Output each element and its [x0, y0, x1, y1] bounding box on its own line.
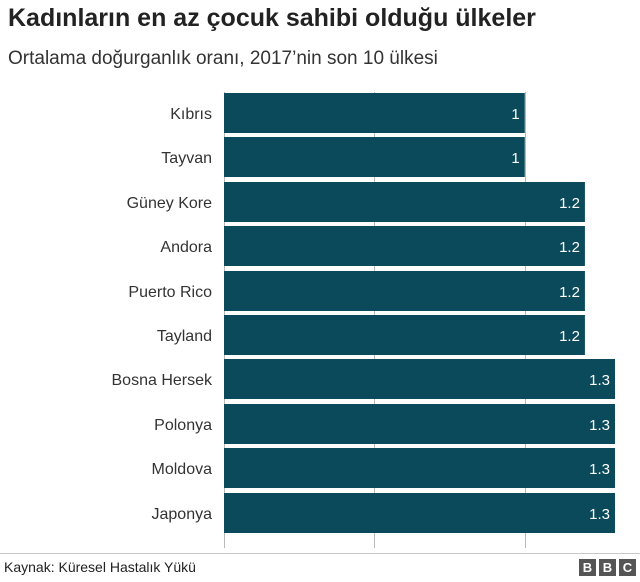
bar-chart: Kıbrıs 1 Tayvan 1 Güney Kore 1.2 Andora 1.2 Puer…	[112, 92, 615, 548]
data-label: 1	[511, 150, 519, 167]
footer-divider	[0, 553, 640, 554]
bbc-logo-letter: B	[579, 559, 596, 576]
category-label: Güney Kore	[127, 195, 212, 212]
category-label: Japonya	[152, 506, 213, 523]
bbc-logo-letter: B	[599, 559, 616, 576]
category-label: Polonya	[154, 417, 212, 434]
category-label: Kıbrıs	[170, 106, 212, 123]
bbc-logo-letter: C	[619, 559, 636, 576]
bbc-logo: B B C	[579, 559, 636, 576]
category-label: Puerto Rico	[128, 284, 212, 301]
bar	[224, 493, 615, 533]
chart-title: Kadınların en az çocuk sahibi olduğu ülk…	[8, 4, 536, 32]
data-label: 1	[511, 106, 519, 123]
data-label: 1.2	[559, 239, 580, 256]
data-label: 1.3	[589, 506, 610, 523]
category-label: Andora	[160, 239, 212, 256]
bar	[224, 448, 615, 488]
chart-subtitle: Ortalama doğurganlık oranı, 2017’nin son…	[8, 48, 438, 69]
data-label: 1.3	[589, 417, 610, 434]
data-label: 1.2	[559, 195, 580, 212]
bar	[224, 359, 615, 399]
bar	[224, 404, 615, 444]
data-label: 1.3	[589, 461, 610, 478]
bar	[224, 137, 525, 177]
category-label: Moldova	[152, 461, 213, 478]
data-label: 1.2	[559, 328, 580, 345]
data-label: 1.3	[589, 372, 610, 389]
bar	[224, 315, 585, 355]
bar	[224, 271, 585, 311]
category-label: Bosna Hersek	[112, 372, 213, 389]
bar	[224, 182, 585, 222]
bar	[224, 226, 585, 266]
source-note: Kaynak: Küresel Hastalık Yükü	[4, 559, 196, 575]
data-label: 1.2	[559, 284, 580, 301]
category-label: Tayland	[157, 328, 212, 345]
bar	[224, 93, 525, 133]
category-label: Tayvan	[161, 150, 212, 167]
